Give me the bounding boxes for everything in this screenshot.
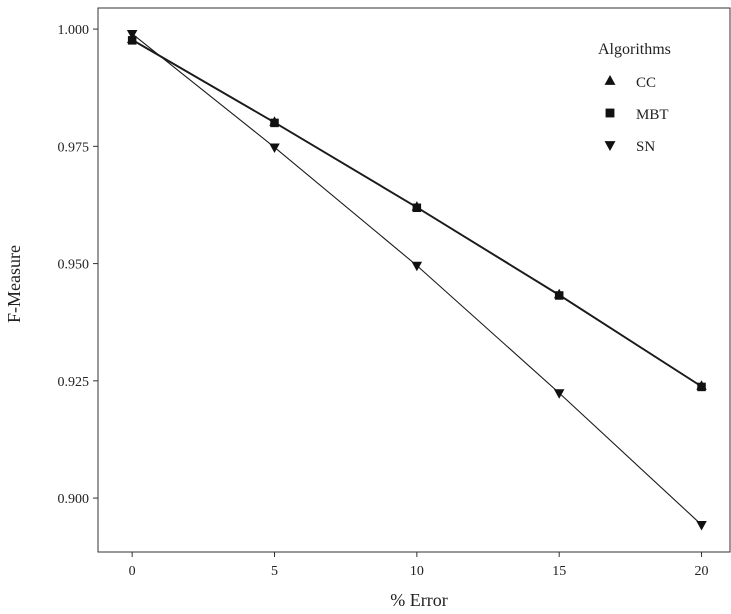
plot-frame <box>97 7 731 553</box>
data-point-sn <box>696 521 707 531</box>
legend-marker-sn <box>604 141 616 151</box>
data-point-mbt <box>412 203 422 213</box>
legend-title: Algorithms <box>598 41 671 58</box>
y-tick-label: 1.000 <box>58 23 90 38</box>
y-axis-title: F-Measure <box>4 245 24 323</box>
x-tick-label: 5 <box>271 564 278 579</box>
data-point-mbt <box>697 382 706 392</box>
x-axis-title: % Error <box>390 590 447 610</box>
legend-label-sn: SN <box>636 139 655 155</box>
x-tick-label: 20 <box>695 564 709 579</box>
series-line-sn <box>131 33 702 526</box>
axes: 0 5 10 15 20 0.900 0.925 0.950 0.975 1.000 <box>58 7 731 579</box>
legend: Algorithms CC MBT SN <box>598 41 671 155</box>
legend-label-mbt: MBT <box>636 107 669 123</box>
legend-label-cc: CC <box>636 75 656 91</box>
x-tick-label: 10 <box>410 564 424 579</box>
series-layer <box>126 30 707 531</box>
series-line-cc <box>131 38 702 387</box>
data-point-mbt <box>127 36 137 45</box>
x-tick-label: 0 <box>129 564 136 579</box>
y-tick-label: 0.950 <box>58 258 90 273</box>
legend-marker-cc <box>604 75 616 85</box>
y-tick-label: 0.900 <box>58 492 90 507</box>
data-point-mbt <box>554 291 564 300</box>
data-point-sn <box>553 389 565 399</box>
y-tick-label: 0.925 <box>58 375 90 390</box>
data-point-sn <box>269 143 280 154</box>
data-point-sn <box>411 261 423 272</box>
y-tick-label: 0.975 <box>58 140 90 155</box>
data-point-sn <box>126 30 138 40</box>
series-line-mbt <box>131 39 702 388</box>
x-tick-label: 15 <box>552 564 566 579</box>
legend-marker-mbt <box>605 108 615 118</box>
data-point-mbt <box>270 118 279 128</box>
